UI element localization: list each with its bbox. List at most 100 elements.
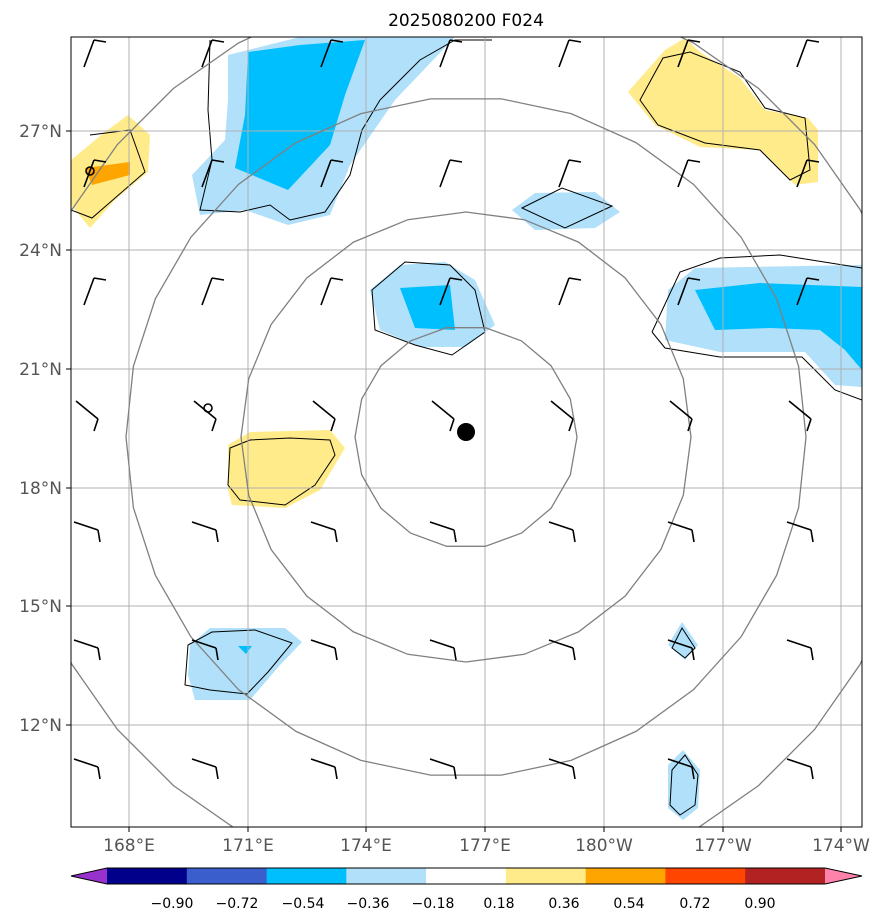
wind-barb (548, 639, 576, 661)
colorbar-label: 0.90 (744, 896, 775, 912)
graticule (71, 37, 862, 827)
wind-barb (548, 758, 576, 780)
wind-barb (548, 521, 576, 543)
wind-barb (550, 400, 574, 432)
colorbar-label: 0.36 (548, 896, 579, 912)
colorbar-extend-low (71, 868, 107, 884)
wind-barb (667, 521, 695, 543)
wind-barb (796, 159, 820, 188)
colorbar-swatch (585, 868, 666, 884)
colorbar-swatch (266, 868, 347, 884)
wind-barb (201, 277, 225, 306)
wind-barb (431, 400, 455, 432)
colorbar-label: −0.54 (282, 896, 325, 912)
lon-labels: 168°E 171°E 174°E 177°E 180°W 177°W 174°… (103, 836, 870, 856)
wind-barb (83, 39, 107, 68)
wind-barb (73, 758, 101, 780)
wind-barb (439, 277, 463, 306)
wind-barb (786, 639, 814, 661)
lat-label: 12°N (19, 716, 62, 736)
wind-barb (73, 639, 101, 661)
colorbar-label: −0.36 (347, 896, 390, 912)
station-marker (85, 166, 95, 176)
wind-barb (201, 159, 225, 188)
wind-barb (310, 758, 338, 780)
orange-region-west (85, 162, 130, 185)
wind-barb (788, 400, 812, 432)
map-area (71, 37, 862, 827)
lon-label: 174°E (340, 836, 392, 856)
wind-barb (73, 521, 101, 543)
colorbar-label: 0.18 (483, 896, 514, 912)
colorbar-labels: −0.90 −0.72 −0.54 −0.36 −0.18 0.18 0.36 … (151, 896, 776, 912)
wind-barb (75, 400, 99, 432)
wind-barb (320, 159, 344, 188)
colorbar-swatch (505, 868, 587, 884)
wind-barb (677, 159, 701, 188)
station-marker (203, 403, 213, 413)
lat-label: 27°N (19, 122, 62, 142)
wind-barb (796, 277, 820, 306)
blue-region-north (235, 40, 365, 190)
lat-label: 18°N (19, 479, 62, 499)
colorbar-label: 0.72 (679, 896, 710, 912)
range-ring (240, 211, 692, 663)
wind-barb (558, 277, 582, 306)
wind-barb (201, 39, 225, 68)
lat-label: 21°N (19, 360, 62, 380)
colorbar-label: −0.72 (216, 896, 259, 912)
wind-barb (83, 277, 107, 306)
range-ring (354, 327, 578, 547)
colorbar-swatch (107, 868, 188, 884)
wind-barb (669, 400, 693, 432)
lat-label: 15°N (19, 597, 62, 617)
wind-barb (677, 39, 701, 68)
center-marker (457, 423, 475, 441)
colorbar-label: −0.90 (151, 896, 194, 912)
map-title: 2025080200 F024 (388, 11, 544, 31)
colorbar-label: −0.18 (412, 896, 455, 912)
wind-barb (786, 758, 814, 780)
range-ring (125, 98, 807, 776)
wind-barb (191, 758, 219, 780)
range-ring (71, 37, 862, 827)
colorbar-swatch (665, 868, 746, 884)
wind-barb (667, 639, 695, 661)
blue-region-east (695, 283, 862, 370)
range-rings (71, 37, 862, 827)
wind-barb (429, 639, 457, 661)
wind-barb (310, 521, 338, 543)
lon-label: 171°E (222, 836, 274, 856)
wind-barb (796, 39, 820, 68)
colorbar-extend-high (825, 868, 862, 884)
contour-lines (71, 39, 862, 816)
wind-barb (320, 277, 344, 306)
lon-label: 168°E (103, 836, 155, 856)
colorbar-swatch (186, 868, 268, 884)
colorbar-label: 0.54 (613, 896, 644, 912)
wind-barb (786, 521, 814, 543)
lon-label: 174°W (812, 836, 870, 856)
colorbar-outline (70, 867, 863, 885)
lat-label: 24°N (19, 241, 62, 261)
lon-label: 177°E (459, 836, 511, 856)
wind-barb (310, 639, 338, 661)
lat-labels: 27°N 24°N 21°N 18°N 15°N 12°N (19, 122, 62, 736)
wind-barb (312, 400, 336, 432)
wind-barb (558, 39, 582, 68)
colorbar-swatch (426, 868, 507, 884)
wind-barb (191, 521, 219, 543)
wind-barb (439, 39, 463, 68)
axis-ticks (66, 130, 842, 832)
wind-barb (677, 277, 701, 306)
light-blue-region-center (512, 192, 620, 230)
colorbar-swatch (745, 868, 826, 884)
wind-barbs (73, 39, 820, 780)
lon-label: 180°W (575, 836, 633, 856)
colorbar-swatch (346, 868, 427, 884)
wind-barb (558, 159, 582, 188)
wind-barb (83, 159, 107, 188)
light-blue-region-southwest (188, 628, 302, 700)
wind-barb (667, 758, 695, 780)
